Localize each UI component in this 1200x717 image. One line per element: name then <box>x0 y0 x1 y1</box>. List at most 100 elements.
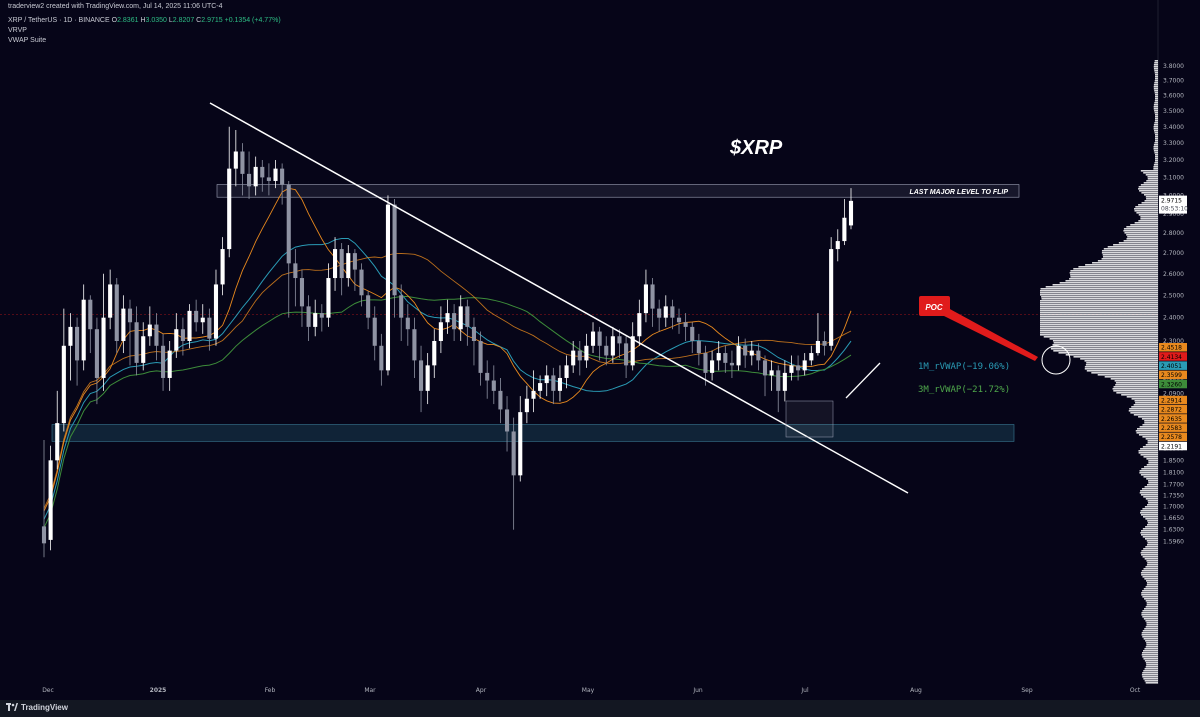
volume-profile-bar <box>1155 154 1158 156</box>
candle-body <box>716 353 721 361</box>
volume-profile-bar <box>1141 654 1158 656</box>
volume-profile-bar <box>1153 84 1158 86</box>
volume-profile-bar <box>1141 592 1158 594</box>
candle-body <box>432 340 437 366</box>
volume-profile-bar <box>1145 498 1158 500</box>
volume-profile <box>1040 60 1158 684</box>
candle-body <box>690 326 695 341</box>
time-axis[interactable]: Dec 2025 Feb Mar Apr May Jun Jul Aug Sep Oct <box>42 687 1141 694</box>
volume-profile-bar <box>1142 536 1158 538</box>
volume-profile-bar <box>1142 576 1158 578</box>
tradingview-logo-icon <box>6 703 18 711</box>
ohlc-change: +0.1354 (+4.77%) <box>224 17 281 24</box>
candle-body <box>134 322 139 363</box>
candle-body <box>637 313 642 337</box>
last-price-value: 2.9715 <box>1161 198 1182 205</box>
candle-body <box>280 168 285 185</box>
time-axis-label: Apr <box>476 687 487 694</box>
volume-profile-bar <box>1153 124 1158 126</box>
candle-body <box>749 350 754 356</box>
volume-profile-bar <box>1143 638 1158 640</box>
volume-profile-bar <box>1146 644 1158 646</box>
volume-profile-bar <box>1040 308 1158 310</box>
volume-profile-bar <box>1144 680 1158 682</box>
volume-profile-bar <box>1145 566 1158 568</box>
volume-profile-bar <box>1102 254 1158 256</box>
volume-profile-bar <box>1144 608 1158 610</box>
volume-profile-bar <box>1126 238 1158 240</box>
candle-body <box>445 313 450 323</box>
price-tag-value: 2.2583 <box>1161 425 1182 432</box>
candle-body <box>346 253 351 279</box>
volume-profile-bar <box>1154 120 1158 122</box>
candle-body <box>141 336 146 363</box>
volume-profile-bar <box>1116 392 1158 394</box>
volume-profile-bar <box>1147 176 1158 178</box>
volume-profile-bar <box>1080 358 1158 360</box>
volume-profile-bar <box>1153 168 1158 170</box>
volume-profile-bar <box>1140 532 1158 534</box>
price-tag-box <box>1159 352 1187 361</box>
indicator-vrvp[interactable]: VRVP <box>8 27 27 34</box>
candle-body <box>610 336 615 356</box>
candle-body <box>101 317 106 378</box>
vwap-1m-label: 1M_rVWAP(−19.06%) <box>918 362 1010 372</box>
volume-profile-bar <box>1155 156 1158 158</box>
price-tag-value: 2.4051 <box>1161 363 1182 370</box>
candle-body <box>458 306 463 330</box>
candle-body <box>200 317 205 323</box>
volume-profile-bar <box>1142 508 1158 510</box>
descending-trendline[interactable] <box>209 102 909 494</box>
volume-profile-bar <box>1070 270 1158 272</box>
volume-profile-bar <box>1052 284 1158 286</box>
resistance-zone <box>216 184 1020 198</box>
candle-body <box>531 390 536 399</box>
symbol-name[interactable]: XRP / TetherUS · 1D · BINANCE <box>8 17 110 24</box>
candle-body <box>597 331 602 346</box>
volume-profile-bar <box>1045 286 1158 288</box>
volume-profile-bar <box>1141 534 1158 536</box>
volume-profile-bar <box>1146 584 1158 586</box>
volume-profile-bar <box>1153 68 1158 70</box>
price-tag-box <box>1159 423 1187 432</box>
volume-profile-bar <box>1154 70 1158 72</box>
volume-profile-bar <box>1144 466 1158 468</box>
price-axis-label: 3.8000 <box>1163 63 1184 70</box>
candle-body <box>498 390 503 410</box>
volume-profile-bar <box>1137 428 1158 430</box>
volume-profile-bar <box>1154 162 1158 164</box>
price-tag-box <box>1159 379 1187 389</box>
candle-body <box>630 336 635 366</box>
candle-body <box>121 308 126 341</box>
candle-body <box>802 360 807 371</box>
volume-profile-bar <box>1142 616 1158 618</box>
volume-profile-bar <box>1141 488 1158 490</box>
poc-tag-label: POC <box>925 303 943 312</box>
candle-body <box>670 306 675 318</box>
candle-body <box>643 284 648 314</box>
candle-body <box>650 284 655 309</box>
volume-profile-bar <box>1101 258 1158 260</box>
volume-profile-bar <box>1144 420 1158 422</box>
volume-profile-bar <box>1148 482 1158 484</box>
volume-profile-bar <box>1153 86 1158 88</box>
volume-profile-bar <box>1092 262 1158 264</box>
volume-profile-bar <box>1142 630 1158 632</box>
indicator-vwap-suite[interactable]: VWAP Suite <box>8 37 47 44</box>
volume-profile-bar <box>1146 580 1158 582</box>
volume-profile-bar <box>1147 562 1158 564</box>
volume-profile-bar <box>1121 394 1158 396</box>
price-axis-label: 3.2000 <box>1163 157 1184 164</box>
volume-profile-bar <box>1085 364 1158 366</box>
volume-profile-bar <box>1146 540 1158 542</box>
price-axis-label: 3.5000 <box>1163 108 1184 115</box>
volume-profile-bar <box>1147 500 1158 502</box>
volume-profile-bar <box>1139 470 1158 472</box>
volume-profile-bar <box>1059 282 1158 284</box>
candle-body <box>247 173 252 187</box>
candle-body <box>293 263 298 279</box>
price-tag-box <box>1159 361 1187 370</box>
volume-profile-bar <box>1148 502 1158 504</box>
volume-profile-bar <box>1097 374 1158 376</box>
